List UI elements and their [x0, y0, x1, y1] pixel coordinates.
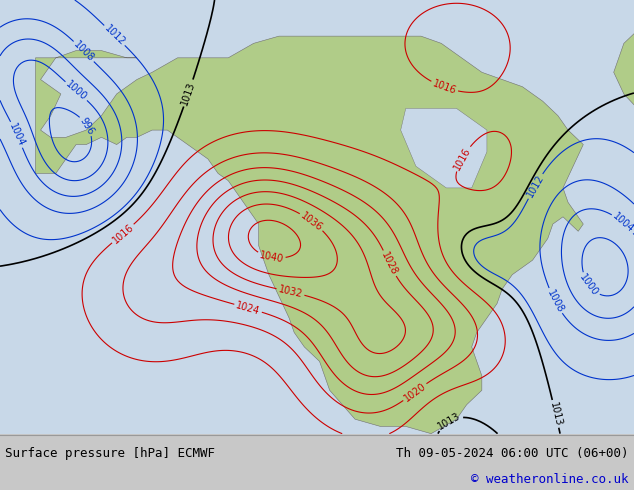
Text: 1008: 1008	[545, 288, 565, 314]
Text: Th 09-05-2024 06:00 UTC (06+00): Th 09-05-2024 06:00 UTC (06+00)	[396, 447, 629, 460]
Text: 1012: 1012	[102, 23, 127, 48]
Text: 1040: 1040	[259, 250, 285, 264]
Text: Surface pressure [hPa] ECMWF: Surface pressure [hPa] ECMWF	[5, 447, 215, 460]
Text: 1013: 1013	[436, 411, 463, 432]
Text: 1016: 1016	[110, 222, 136, 245]
Polygon shape	[401, 108, 487, 188]
Text: 996: 996	[78, 115, 96, 136]
Text: 1020: 1020	[402, 381, 428, 403]
Text: 1004: 1004	[7, 122, 27, 148]
Text: 1008: 1008	[72, 39, 96, 64]
Text: 1028: 1028	[380, 250, 399, 277]
Text: 1016: 1016	[452, 145, 473, 172]
Text: 1000: 1000	[578, 272, 600, 298]
Polygon shape	[614, 0, 634, 130]
Text: 1000: 1000	[63, 79, 89, 103]
Text: 1004: 1004	[611, 211, 634, 235]
Polygon shape	[36, 36, 583, 434]
Text: 1016: 1016	[431, 78, 458, 96]
Text: 1012: 1012	[525, 173, 546, 199]
Text: 1024: 1024	[235, 300, 261, 317]
Text: © weatheronline.co.uk: © weatheronline.co.uk	[472, 473, 629, 486]
Text: 1032: 1032	[277, 284, 304, 299]
Text: 1013: 1013	[548, 401, 563, 427]
Text: 1036: 1036	[299, 210, 325, 233]
Text: 1013: 1013	[179, 80, 197, 106]
